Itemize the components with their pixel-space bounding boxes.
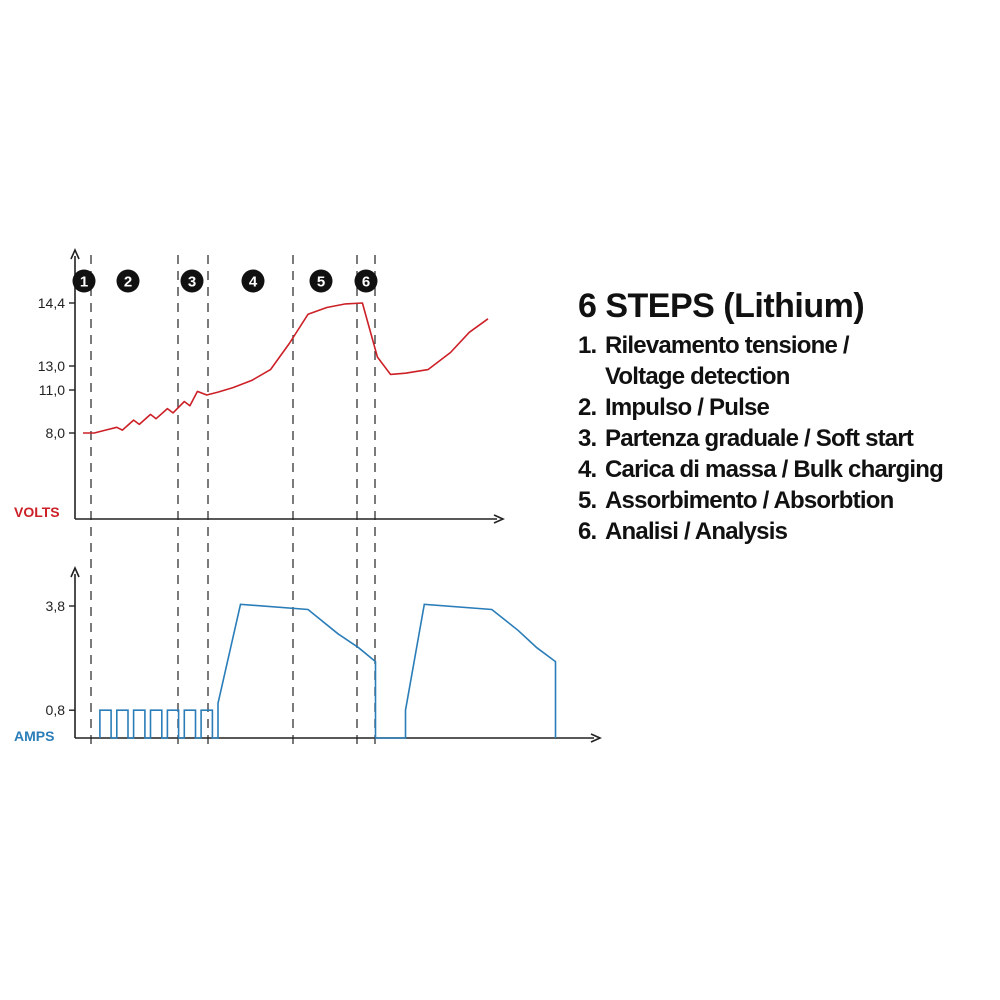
volts-y-tick-label: 13,0 [38,358,65,374]
legend-item-text: Partenza graduale / Soft start [605,425,914,452]
amps-axis-label: AMPS [14,728,54,744]
legend-item-text: Impulso / Pulse [605,394,770,421]
legend-item-3: 3. Partenza graduale / Soft start [578,423,998,454]
legend-item-text: Carica di massa / Bulk charging [605,456,944,483]
legend-item-1: 1. Rilevamento tensione / Voltage detecti… [578,330,998,392]
legend-item-2: 2. Impulso / Pulse [578,392,998,423]
legend-item-number: 6. [578,518,597,545]
legend-item-number: 4. [578,456,597,483]
step-marker-label: 6 [362,274,370,291]
legend-item-number: 5. [578,487,597,514]
volts-series-line [83,302,489,434]
amps-y-tick-label: 0,8 [46,702,66,718]
legend-item-6: 6. Analisi / Analysis [578,516,998,547]
step-marker-2 [116,269,140,293]
amps-series-line [99,603,557,739]
step-marker-label: 2 [124,274,132,291]
step-marker-4 [241,269,265,293]
step-marker-5 [309,269,333,293]
step-marker-label: 1 [80,274,88,291]
step-marker-1 [72,269,96,293]
legend-item-number: 2. [578,394,597,421]
amps-x-axis-arrow [590,733,602,743]
legend-item-text: Rilevamento tensione / [605,332,850,359]
volts-y-tick-label: 14,4 [38,295,65,311]
volts-y-axis-arrow [70,248,80,260]
legend-item-text: Analisi / Analysis [605,518,788,545]
legend-title: 6 STEPS (Lithium) [578,287,865,325]
legend: 6 STEPS (Lithium) 1. Rilevamento tensione… [578,286,998,547]
legend-item-number: 1. [578,332,597,359]
step-marker-label: 5 [317,274,325,291]
amps-y-tick-label: 3,8 [46,598,66,614]
volts-y-tick-label: 11,0 [39,382,65,398]
amps-y-axis-arrow [70,566,80,578]
volts-y-tick-label: 8,0 [46,425,66,441]
step-marker-3 [180,269,204,293]
volts-x-axis-arrow [493,514,505,524]
legend-item-text-continued: Voltage detection [605,363,790,390]
legend-item-text: Assorbimento / Absorbtion [605,487,894,514]
step-marker-label: 3 [188,274,196,291]
step-marker-label: 4 [249,274,258,291]
legend-item-4: 4. Carica di massa / Bulk charging [578,454,998,485]
legend-item-5: 5. Assorbimento / Absorbtion [578,485,998,516]
volts-axis-label: VOLTS [14,504,60,520]
step-marker-6 [354,269,378,293]
legend-item-number: 3. [578,425,597,452]
